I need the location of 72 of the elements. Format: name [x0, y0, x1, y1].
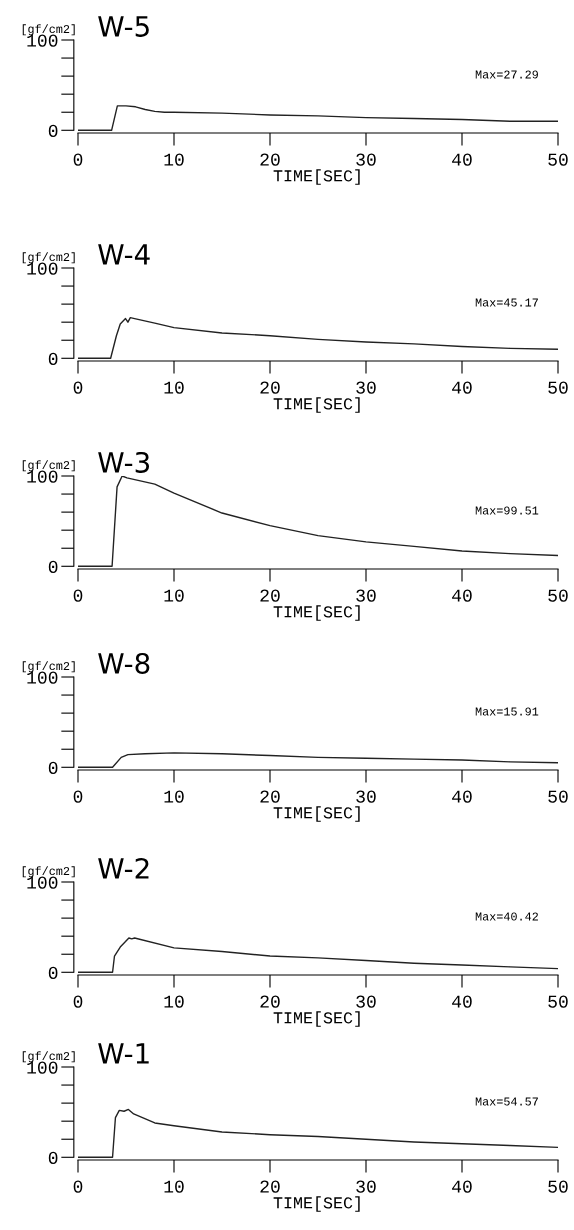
- x-tick-label: 40: [452, 589, 472, 602]
- x-axis-title: TIME[SEC]: [273, 397, 360, 413]
- x-tick-label: 40: [452, 790, 472, 803]
- y-axis-title: [gf/cm2]: [22, 866, 75, 878]
- x-tick-label: 10: [164, 1180, 184, 1193]
- x-tick-label: 10: [164, 381, 184, 394]
- y-tick-label: 100: [27, 262, 58, 275]
- x-tick-label: 50: [548, 995, 568, 1008]
- y-tick-label: 0: [48, 761, 58, 775]
- y-tick-label: 0: [48, 560, 58, 574]
- annotation: Max=27.29: [475, 70, 538, 79]
- x-tick-label: 40: [452, 995, 472, 1008]
- annotation: Max=45.17: [475, 298, 538, 307]
- x-tick-label: 10: [164, 589, 184, 602]
- x-tick-label: 40: [452, 1180, 472, 1193]
- chart-title: W-8: [98, 652, 150, 674]
- x-tick-label: 0: [73, 1180, 83, 1193]
- x-axis-title: TIME[SEC]: [273, 605, 360, 621]
- x-tick-label: 30: [356, 589, 376, 602]
- x-tick-label: 20: [260, 995, 280, 1008]
- chart-title: W-4: [98, 244, 150, 265]
- x-tick-label: 50: [548, 153, 568, 166]
- x-tick-label: 30: [356, 153, 376, 166]
- annotation: Max=15.91: [475, 707, 539, 716]
- x-tick-label: 0: [73, 589, 83, 602]
- x-tick-label: 50: [548, 790, 568, 803]
- y-axis-title: [gf/cm2]: [22, 252, 75, 264]
- y-tick-label: 100: [27, 1061, 58, 1074]
- x-tick-label: 20: [260, 790, 280, 803]
- chart-title: W-2: [98, 857, 149, 879]
- x-tick-label: 0: [73, 381, 83, 394]
- y-axis-title: [gf/cm2]: [22, 661, 75, 673]
- x-tick-label: 40: [452, 381, 472, 394]
- x-axis-title: TIME[SEC]: [273, 169, 360, 185]
- x-axis-title: TIME[SEC]: [273, 806, 360, 822]
- x-axis-title: TIME[SEC]: [273, 1196, 360, 1212]
- x-tick-label: 0: [73, 153, 83, 166]
- annotation: Max=54.57: [475, 1097, 538, 1106]
- x-tick-label: 30: [356, 995, 376, 1008]
- x-tick-label: 40: [452, 153, 472, 166]
- chart-title: W-1: [98, 1043, 149, 1064]
- y-tick-label: 100: [27, 876, 58, 889]
- x-tick-label: 20: [260, 1180, 280, 1193]
- x-tick-label: 10: [164, 153, 184, 166]
- y-axis-title: [gf/cm2]: [22, 1051, 75, 1063]
- annotation: Max=99.51: [475, 506, 539, 515]
- x-tick-label: 50: [548, 381, 568, 394]
- x-tick-label: 10: [164, 995, 184, 1008]
- chart-title: W-3: [98, 451, 150, 473]
- x-tick-label: 0: [73, 995, 83, 1008]
- y-tick-label: 100: [27, 34, 58, 47]
- x-tick-label: 30: [356, 1180, 376, 1193]
- y-tick-label: 0: [48, 1151, 58, 1165]
- y-tick-label: 100: [27, 671, 58, 684]
- y-tick-label: 0: [48, 966, 58, 980]
- x-tick-label: 20: [260, 381, 280, 394]
- chart-title: W-5: [98, 16, 149, 37]
- annotation: Max=40.42: [475, 912, 538, 921]
- x-tick-label: 30: [356, 381, 376, 394]
- x-tick-label: 50: [548, 1180, 568, 1193]
- x-tick-label: 0: [73, 790, 83, 803]
- y-tick-label: 0: [48, 352, 58, 366]
- x-tick-label: 20: [260, 153, 280, 166]
- y-tick-label: 100: [27, 470, 58, 483]
- y-axis-title: [gf/cm2]: [22, 24, 75, 36]
- x-tick-label: 20: [260, 589, 280, 602]
- y-axis-title: [gf/cm2]: [22, 460, 75, 472]
- x-axis-title: TIME[SEC]: [273, 1011, 360, 1027]
- x-tick-label: 30: [356, 790, 376, 803]
- x-tick-label: 10: [164, 790, 184, 803]
- y-tick-label: 0: [48, 124, 58, 138]
- x-tick-label: 50: [548, 589, 568, 602]
